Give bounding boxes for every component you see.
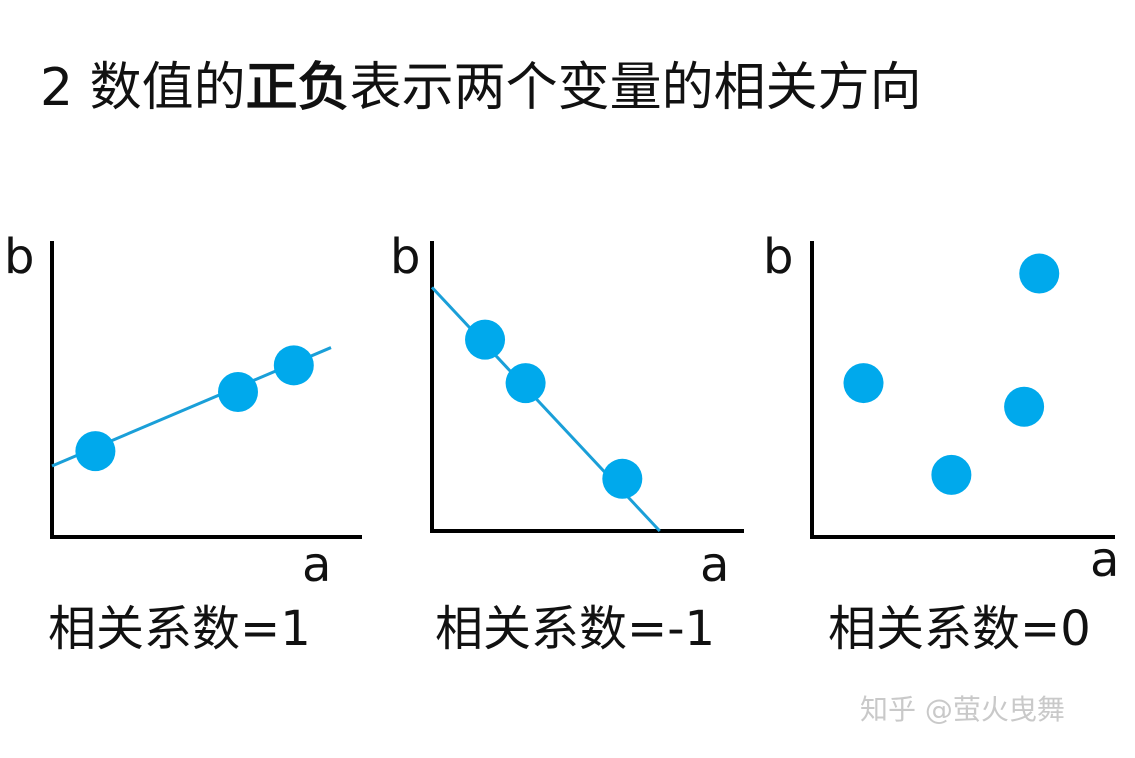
data-point-3-4 bbox=[1019, 253, 1060, 294]
data-point-3-1 bbox=[843, 363, 884, 404]
caption-3: 相关系数=0 bbox=[828, 601, 1091, 657]
ylabel-2: b bbox=[390, 229, 421, 285]
ylabel-3: b bbox=[763, 229, 794, 285]
ylabel-1: b bbox=[4, 229, 35, 285]
data-point-1-2 bbox=[218, 371, 258, 412]
xlabel-2: a bbox=[700, 537, 730, 593]
page-title: 2 数值的正负表示两个变量的相关方向 bbox=[40, 56, 922, 120]
xlabel-3: a bbox=[1090, 532, 1120, 588]
data-point-2-2 bbox=[505, 363, 546, 404]
title-prefix: 2 数值的 bbox=[40, 58, 246, 118]
data-point-1-1 bbox=[75, 431, 116, 472]
data-point-3-2 bbox=[931, 454, 972, 495]
caption-1: 相关系数=1 bbox=[48, 601, 311, 657]
data-point-3-3 bbox=[1004, 386, 1045, 427]
title-bold: 正负 bbox=[245, 58, 350, 118]
data-point-1-3 bbox=[273, 345, 314, 386]
title-suffix: 表示两个变量的相关方向 bbox=[349, 58, 922, 118]
data-point-2-1 bbox=[465, 319, 506, 360]
caption-2: 相关系数=-1 bbox=[435, 601, 716, 657]
xlabel-1: a bbox=[302, 537, 332, 593]
data-point-2-3 bbox=[602, 458, 643, 499]
watermark: 知乎 @萤火曳舞 bbox=[860, 693, 1065, 726]
